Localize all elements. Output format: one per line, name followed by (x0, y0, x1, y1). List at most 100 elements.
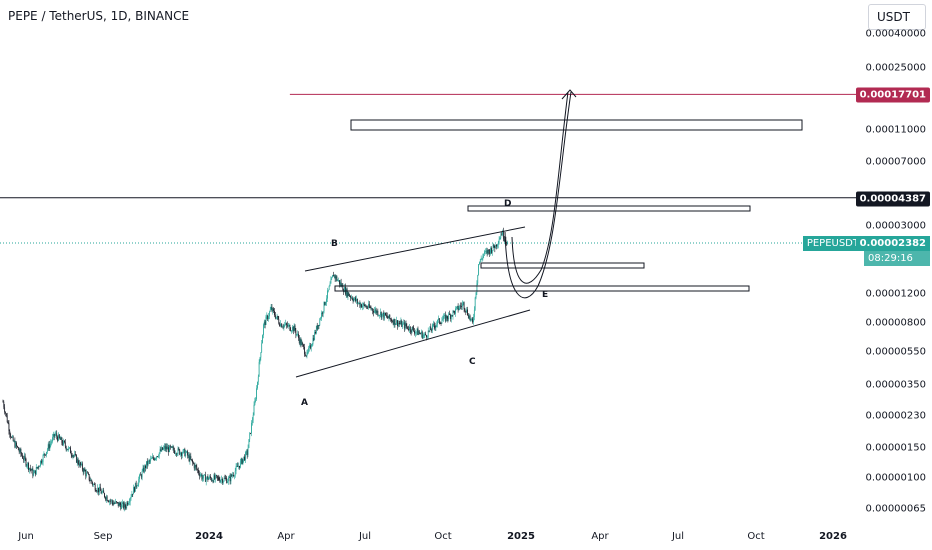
candle-body (187, 454, 189, 456)
candle-body (506, 242, 508, 245)
candle-body (370, 307, 372, 309)
candle-body (468, 315, 470, 319)
candle-body (256, 388, 257, 400)
candle-body (404, 323, 406, 329)
candle-body (355, 297, 357, 302)
candle-body (214, 475, 216, 479)
candle-body (211, 480, 213, 482)
candle-body (339, 282, 341, 285)
candle-body (165, 446, 167, 450)
candle-body (222, 478, 223, 483)
candle-body (265, 316, 267, 325)
candle-body (175, 453, 177, 455)
candle-body (40, 460, 42, 463)
candle-body (444, 314, 446, 321)
candle-body (320, 318, 322, 320)
candle-body (442, 319, 444, 321)
candle-body (40, 460, 41, 466)
candle-body (437, 319, 439, 324)
candle-body (38, 466, 40, 468)
chart-title: PEPE / TetherUS, 1D, BINANCE (8, 9, 190, 23)
candle-body (16, 442, 18, 447)
candle-body (430, 326, 432, 330)
candle-body (93, 484, 94, 485)
candle-body (502, 230, 504, 239)
candle-body (363, 303, 365, 305)
candle-body (184, 449, 186, 457)
candle-body (433, 323, 435, 327)
candle-body (89, 480, 91, 481)
candle-body (305, 355, 307, 357)
candle-body (385, 315, 387, 317)
candle-body (371, 308, 373, 310)
candle-body (70, 447, 71, 454)
candle-body (190, 456, 192, 460)
candle-body (99, 486, 101, 491)
candle-body (332, 275, 333, 278)
candle-body (390, 318, 392, 320)
candle-body (98, 487, 99, 493)
candle-body (287, 325, 289, 327)
candle-body (495, 244, 497, 249)
candle-body (277, 316, 279, 320)
candle-body (119, 502, 121, 505)
candle-body (174, 450, 175, 454)
candle-body (385, 312, 386, 316)
candle-body (340, 282, 342, 286)
currency-selector[interactable]: USDT (868, 4, 926, 30)
candle-body (472, 318, 474, 323)
candle-body (314, 331, 316, 340)
candle-body (245, 451, 247, 453)
y-tick-label: 0.00003000 (865, 220, 926, 232)
candle-body (172, 447, 174, 449)
candle-body (231, 474, 233, 477)
candle-body (298, 337, 300, 344)
candle-body (359, 302, 361, 307)
candle-body (115, 501, 117, 504)
candle-body (293, 325, 295, 332)
candle-body (273, 308, 275, 312)
candle-body (192, 459, 193, 463)
candle-body (74, 454, 76, 456)
candle-body (356, 299, 357, 302)
candle-body (341, 284, 343, 286)
candle-body (408, 328, 409, 331)
candle-body (446, 315, 448, 319)
candle-body (205, 478, 207, 482)
candle-body (154, 458, 156, 461)
candle-body (123, 503, 125, 509)
candle-body (237, 465, 239, 467)
candle-body (93, 484, 95, 485)
candle-body (64, 440, 65, 443)
candle-body (239, 461, 241, 468)
candle-body (236, 465, 238, 467)
candle-body (142, 467, 144, 472)
candle-body (349, 295, 351, 297)
candle-body (380, 312, 382, 318)
candle-body (485, 251, 486, 252)
annotation-c: C (469, 357, 476, 367)
candle-body (176, 453, 178, 455)
candle-body (32, 468, 34, 476)
candle-body (210, 476, 211, 479)
candle-body (368, 303, 369, 308)
candle-body (356, 299, 358, 304)
candle-body (315, 331, 316, 334)
candle-body (342, 284, 344, 291)
candle-body (382, 312, 384, 314)
candle-body (5, 412, 6, 414)
candle-body (391, 319, 392, 322)
candle-body (307, 351, 309, 353)
candle-body (192, 462, 194, 464)
candle-body (262, 335, 263, 344)
annotation-d: D (504, 199, 512, 209)
candle-body (312, 337, 314, 345)
candle-body (162, 447, 164, 450)
candle-body (337, 280, 339, 282)
candle-body (434, 326, 436, 328)
candle-body (30, 469, 32, 471)
candle-body (420, 333, 421, 335)
candle-body (254, 400, 256, 405)
candle-body (335, 276, 337, 279)
